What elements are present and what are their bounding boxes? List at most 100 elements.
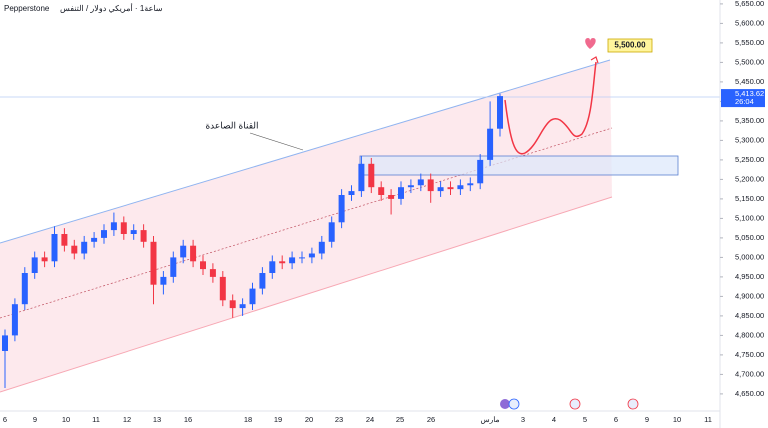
x-tick-label: 5 (583, 415, 587, 424)
candle-body (190, 245, 197, 262)
projection-arrow (590, 56, 599, 64)
candle-body (31, 257, 38, 273)
y-tick-label: 4,650.00 (735, 389, 764, 398)
candle-body (467, 183, 474, 186)
y-tick-label: 5,100.00 (735, 213, 764, 222)
annotation-pointer (249, 132, 304, 151)
countdown: 26:04 (735, 97, 754, 106)
candle-body (239, 304, 246, 309)
candle-body (398, 187, 404, 199)
candle-body (81, 241, 88, 254)
source: Pepperstone (4, 4, 50, 13)
x-tick-label: 24 (366, 415, 374, 424)
candle-body (21, 273, 28, 305)
candle-body (318, 241, 325, 254)
candle-body (487, 128, 494, 160)
candle-body (200, 261, 206, 270)
candle-body (269, 261, 276, 273)
projection (504, 61, 597, 155)
x-tick-label: 4 (552, 415, 556, 424)
x-tick-label: 11 (92, 415, 100, 424)
candle-body (160, 276, 167, 285)
candle-body (2, 335, 8, 351)
candle-body (358, 163, 365, 192)
candle-body (477, 159, 484, 184)
candle-body (219, 276, 226, 301)
candle-body (130, 230, 137, 234)
candle-body (249, 288, 256, 305)
candle-body (407, 185, 414, 188)
candle-body (120, 222, 127, 234)
y-tick-label: 5,550.00 (735, 38, 764, 47)
y-tick-label: 5,050.00 (735, 233, 764, 242)
y-tick-label: 4,750.00 (735, 350, 764, 359)
x-tick-label: 19 (274, 415, 282, 424)
x-tick-label: 20 (305, 415, 313, 424)
x-tick-label: 11 (704, 415, 712, 424)
candle-body (61, 234, 68, 246)
candle-body (437, 187, 444, 192)
candle-body (150, 241, 157, 285)
candle-body (229, 300, 236, 309)
candle-body (209, 269, 216, 277)
x-tick-label: 23 (335, 415, 343, 424)
candle-body (41, 257, 48, 262)
candle-body (447, 187, 454, 190)
candle-body (388, 195, 395, 199)
event-icon (500, 399, 510, 409)
y-tick-label: 5,300.00 (735, 135, 764, 144)
candle-body (180, 245, 187, 258)
candle-body (140, 230, 147, 242)
candle-body (91, 237, 98, 242)
zone (359, 155, 679, 176)
x-tick-label: 10 (62, 415, 70, 424)
y-tick-label: 4,700.00 (735, 369, 764, 378)
x-tick-label: 3 (521, 415, 525, 424)
candle-body (299, 257, 305, 259)
y-tick-label: 5,500.00 (735, 57, 764, 66)
y-tick-label: 4,850.00 (735, 311, 764, 320)
candle-body (427, 179, 434, 192)
y-tick-label: 5,000.00 (735, 252, 764, 261)
y-tick-label: 4,800.00 (735, 330, 764, 339)
channel-mid (0, 127, 613, 319)
last-price-label: 5,413.62 (735, 89, 764, 98)
y-tick-label: 4,950.00 (735, 272, 764, 281)
candle-body (279, 261, 286, 264)
candle-body (348, 191, 355, 195)
y-tick-label: 5,150.00 (735, 194, 764, 203)
candle-body (101, 230, 107, 238)
x-tick-label: 10 (673, 415, 681, 424)
x-tick-label: 18 (244, 415, 252, 424)
y-tick-label: 5,600.00 (735, 18, 764, 27)
candle-body (328, 222, 335, 242)
x-tick-label: 6 (3, 415, 7, 424)
y-tick-label: 5,650.00 (735, 0, 764, 8)
x-tick-label: مارس (480, 415, 499, 424)
x-tick-label: 16 (184, 415, 192, 424)
channel-upper (0, 59, 611, 244)
y-tick-label: 5,250.00 (735, 155, 764, 164)
target-box (607, 38, 653, 53)
candle-body (497, 96, 503, 129)
x-tick-label: 26 (427, 415, 435, 424)
y-tick-label: 5,200.00 (735, 174, 764, 183)
candle-body (51, 234, 58, 262)
y-tick-label: 5,450.00 (735, 77, 764, 86)
chart-title: ساعة1 · أمريكي دولار / التنفس (60, 2, 163, 13)
candle-body (71, 245, 78, 254)
candle-body (368, 163, 375, 188)
x-tick-label: 9 (33, 415, 37, 424)
candle-body (11, 304, 18, 336)
x-tick-label: 12 (123, 415, 131, 424)
candle-body (417, 179, 424, 186)
y-tick-label: 5,350.00 (735, 116, 764, 125)
candle-body (457, 185, 464, 190)
candle-body (308, 253, 315, 258)
target-label: 5,500.00 (614, 41, 646, 50)
candle-body (170, 257, 177, 277)
x-tick-label: 6 (614, 415, 618, 424)
last-price-box (721, 89, 765, 108)
candle-body (259, 273, 266, 289)
